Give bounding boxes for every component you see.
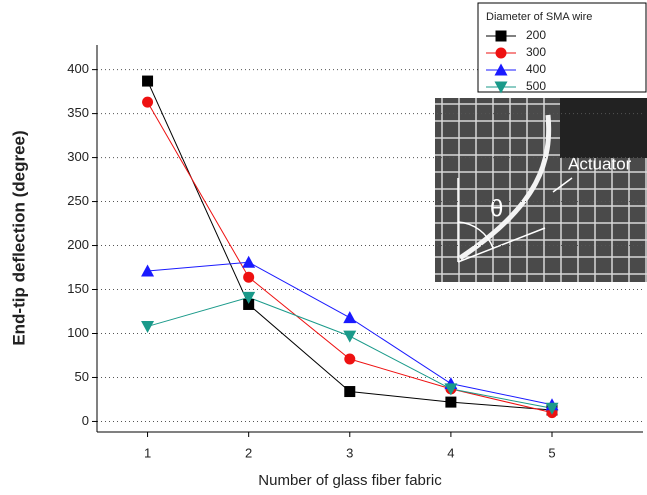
y-tick-label: 300 xyxy=(67,149,89,164)
y-tick-label: 200 xyxy=(67,237,89,252)
photo-inset: Actuator θ xyxy=(435,98,647,282)
pointer xyxy=(552,177,573,193)
marker xyxy=(242,291,256,304)
x-axis-label: Number of glass fiber fabric xyxy=(258,472,442,489)
y-tick-label: 150 xyxy=(67,281,89,296)
marker xyxy=(142,75,154,87)
y-tick-label: 400 xyxy=(67,61,89,76)
angle-line xyxy=(457,227,546,263)
marker xyxy=(495,47,507,59)
marker xyxy=(344,386,356,398)
actuator xyxy=(458,114,552,261)
x-tick-label: 4 xyxy=(447,445,454,460)
y-tick-label: 100 xyxy=(67,325,89,340)
marker xyxy=(444,383,458,396)
marker xyxy=(243,271,255,283)
marker xyxy=(343,311,357,324)
y-tick-label: 50 xyxy=(75,369,89,384)
marker xyxy=(495,30,507,42)
legend-label: 500 xyxy=(526,79,546,93)
y-tick-label: 0 xyxy=(82,413,89,428)
marker xyxy=(141,264,155,277)
angle-arc xyxy=(457,221,494,249)
y-tick-label: 350 xyxy=(67,105,89,120)
x-tick-label: 5 xyxy=(548,445,555,460)
marker xyxy=(343,330,357,343)
photo-dark xyxy=(560,98,647,158)
legend-box xyxy=(477,2,647,93)
marker xyxy=(243,298,255,310)
annotation: θ xyxy=(490,195,503,222)
y-tick-label: 250 xyxy=(67,193,89,208)
x-tick-label: 2 xyxy=(245,445,252,460)
marker xyxy=(494,63,508,76)
legend-label: 200 xyxy=(526,28,546,42)
marker xyxy=(445,396,457,408)
x-tick-label: 3 xyxy=(346,445,353,460)
annotation: Actuator xyxy=(568,154,632,173)
legend-title: Diameter of SMA wire xyxy=(486,11,592,23)
marker xyxy=(142,96,154,108)
marker xyxy=(242,255,256,268)
marker xyxy=(344,353,356,365)
marker xyxy=(494,81,508,94)
legend-label: 400 xyxy=(526,62,546,76)
legend-label: 300 xyxy=(526,45,546,59)
marker xyxy=(141,320,155,333)
x-tick-label: 1 xyxy=(144,445,151,460)
y-axis-label: End-tip deflection (degree) xyxy=(9,130,28,345)
marker xyxy=(545,402,559,415)
